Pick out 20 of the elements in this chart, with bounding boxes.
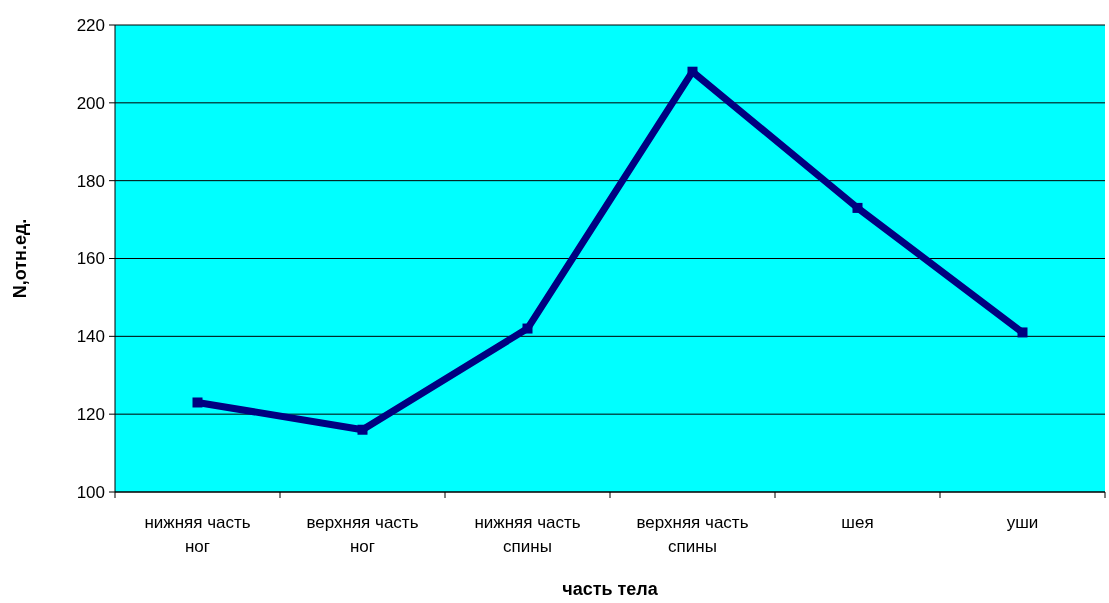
- point: [1017, 327, 1028, 338]
- y-tick-label: 200: [76, 93, 105, 113]
- x-tick-label: верхняя часть ног: [306, 513, 419, 556]
- point: [522, 323, 533, 334]
- y-tick-label: 180: [76, 171, 105, 191]
- point: [192, 397, 203, 408]
- point: [357, 424, 368, 435]
- x-tick-label: верхняя часть спины: [636, 513, 749, 556]
- y-tick-label: 100: [76, 482, 105, 502]
- x-tick-label: нижняя часть спины: [474, 513, 581, 556]
- x-axis-title: часть тела: [562, 579, 659, 599]
- x-tick-label: шея: [841, 513, 874, 532]
- point: [852, 202, 863, 213]
- y-tick-label: 120: [76, 405, 105, 425]
- y-tick-label: 140: [76, 327, 105, 347]
- x-tick-label: нижняя часть ног: [144, 513, 251, 556]
- y-tick-label: 220: [76, 15, 105, 35]
- y-tick-label: 160: [76, 249, 105, 269]
- y-axis-title: N,отн.ед.: [10, 218, 30, 299]
- x-tick-label: уши: [1006, 513, 1039, 532]
